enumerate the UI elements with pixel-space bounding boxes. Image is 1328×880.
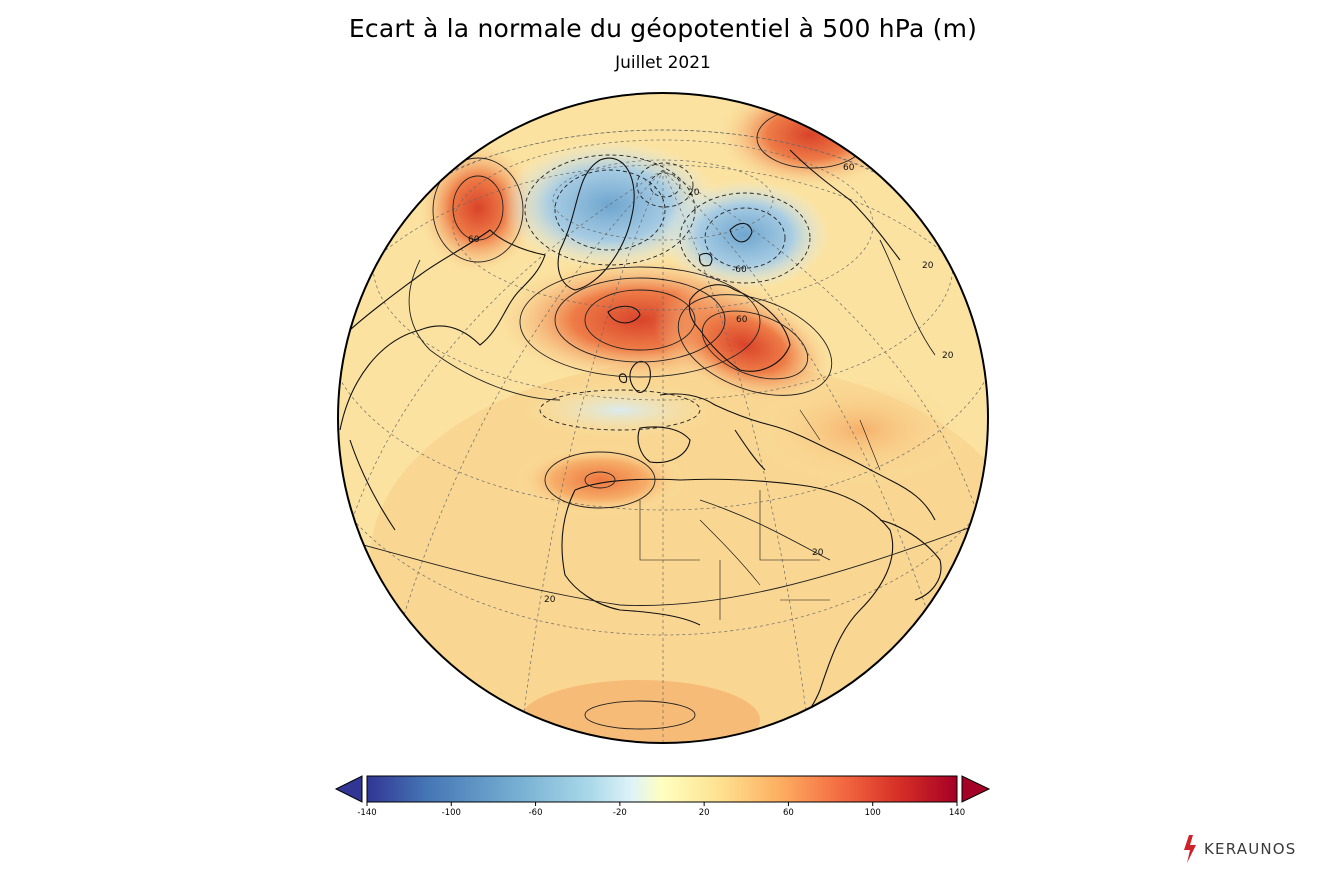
globe-map: 20 20 60 60 60 -60 20 20 20 20 [337,92,989,744]
anomaly-high-scandinavia [653,283,837,407]
colorbar-extend-low [334,775,363,803]
coastlines [339,149,942,743]
contour-label: 60 [468,235,480,245]
colorbar-tick-label: 140 [948,808,966,818]
logo-text: KERAUNOS [1204,840,1297,858]
colorbar-tick-label: -100 [441,808,461,818]
contour-label: -60 [732,265,747,275]
contour-labels: 20 20 60 60 60 -60 20 20 20 20 [468,163,954,605]
contour-label: 60 [736,315,748,325]
contour-label: 20 [688,188,700,198]
colorbar-tick-label: 20 [698,808,710,818]
colorbar-extend-high [961,775,991,803]
map-subtitle: Juillet 2021 [615,53,711,73]
contour-label: 20 [942,351,954,361]
colorbar-tick-label: 100 [864,808,881,818]
contours-negative [524,154,811,431]
colorbar-tick-label: 60 [783,808,794,818]
map-title: Ecart à la normale du géopotentiel à 500… [348,14,978,43]
anomaly-low-barents-sea [660,180,830,290]
globe-outline [337,92,989,744]
contours-positive [344,107,988,730]
lightning-bolt-icon [1184,835,1196,863]
colorbar-tick-label: -140 [357,808,377,818]
contour-label: 20 [544,595,556,605]
colorbar-tick-label: -20 [612,808,627,818]
contour-label: 20 [812,548,824,558]
anomaly-low-biscay [520,382,720,438]
colorbar-tick-label: -60 [528,808,543,818]
anomaly-high-mediterranean [750,375,970,485]
contour-label: 20 [922,261,934,271]
colorbar-gradient [366,775,958,803]
contour-label: 60 [843,163,855,173]
colorbar-ticks [366,802,958,806]
keraunos-logo: KERAUNOS [1182,834,1297,864]
